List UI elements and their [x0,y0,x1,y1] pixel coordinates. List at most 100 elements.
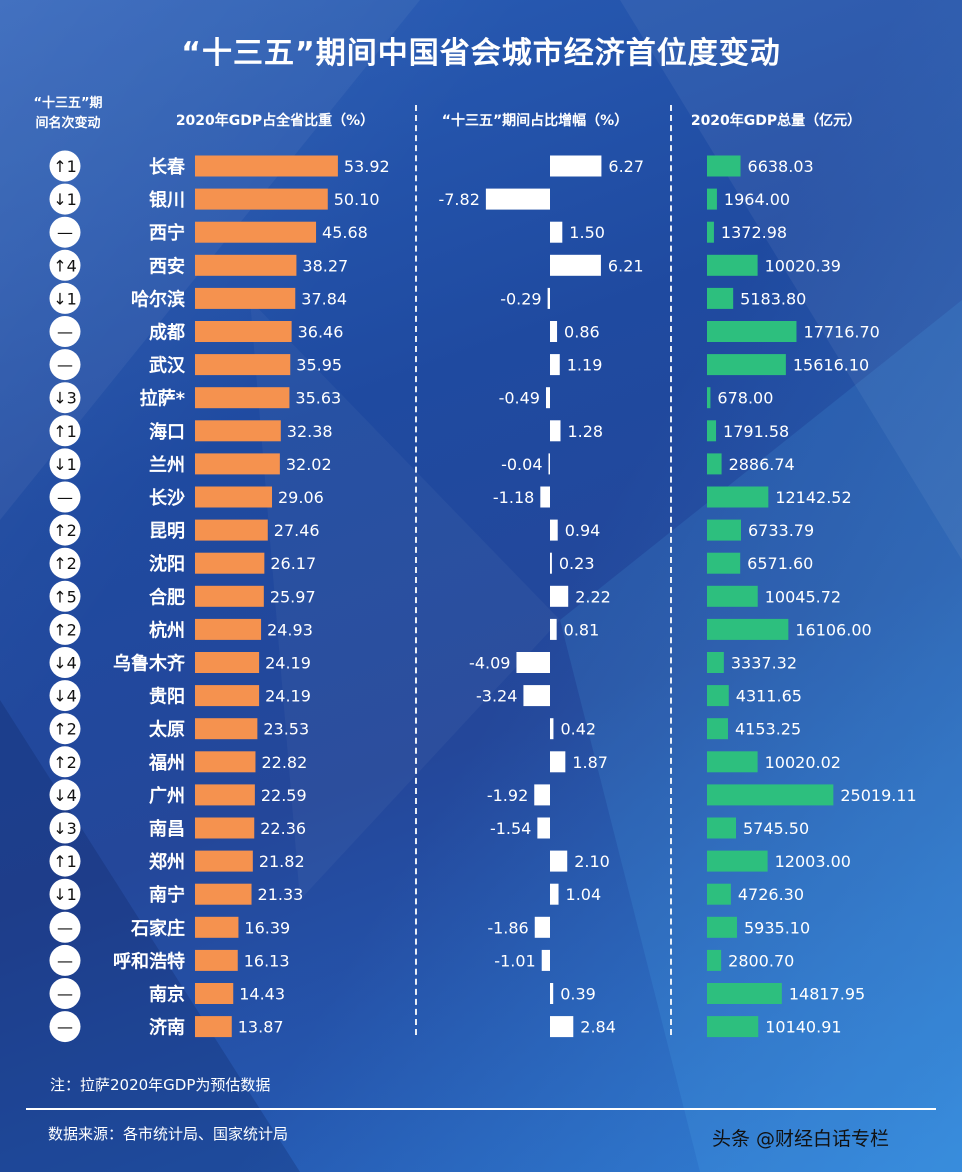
gdp-total-bar [707,420,717,442]
rank-change-label: ↑4 [53,256,77,275]
share-change-value: 1.50 [569,223,605,242]
gdp-total-value: 6571.60 [747,554,813,573]
gdp-share-value: 24.19 [265,654,311,673]
city-label: 南宁 [149,884,185,906]
gdp-total-value: 25019.11 [840,786,916,805]
share-change-bar [550,718,554,740]
share-change-bar [550,751,566,773]
gdp-share-value: 50.10 [334,190,380,209]
rank-badge [49,580,81,612]
gdp-share-bar [195,486,273,508]
gdp-share-bar [195,387,290,409]
gdp-total-value: 5935.10 [744,918,810,937]
gdp-total-value: 10045.72 [765,587,841,606]
city-label: 南昌 [149,818,185,840]
gdp-total-value: 16106.00 [795,620,871,639]
share-change-value: 0.23 [559,554,595,573]
gdp-total-bar [707,1016,759,1038]
gdp-total-bar [707,850,768,872]
rank-badge [49,911,81,943]
gdp-total-value: 678.00 [717,389,773,408]
gdp-total-value: 1964.00 [724,190,790,209]
share-change-value: -0.49 [499,389,540,408]
gdp-share-bar [195,850,253,872]
gdp-share-bar [195,585,264,607]
gdp-share-value: 21.33 [258,885,304,904]
gdp-total-bar [707,453,722,475]
rank-badge [49,812,81,844]
rank-badge [49,746,81,778]
rank-change-label: — [57,323,73,342]
rank-badge [49,448,81,480]
gdp-total-bar [707,188,717,210]
rank-change-label: — [57,223,73,242]
share-change-bar [534,784,550,806]
share-change-bar [537,817,550,839]
gdp-total-value: 10020.02 [765,753,841,772]
gdp-share-value: 24.19 [265,687,311,706]
rank-badge [49,613,81,645]
rank-badge [49,944,81,976]
rank-change-label: ↓1 [53,289,77,308]
gdp-share-value: 37.84 [301,289,347,308]
gdp-total-value: 4153.25 [735,720,801,739]
share-change-value: 0.86 [564,323,600,342]
share-change-value: 6.21 [608,256,644,275]
gdp-total-bar [707,321,797,342]
share-change-bar [550,221,563,243]
share-change-value: 2.84 [580,1018,616,1037]
gdp-share-value: 22.59 [261,786,307,805]
rank-change-label: ↑1 [53,852,77,871]
share-change-value: 2.22 [575,587,611,606]
chart-area: ↑1 长春 53.92 6.27 6638.03 ↓1 银川 50.10 -7.82 1964.0… [49,155,916,1039]
city-label: 杭州 [149,619,185,641]
share-change-bar [534,916,550,938]
gdp-share-value: 25.97 [270,587,316,606]
rank-badge [49,216,81,248]
share-change-bar [548,453,550,475]
rank-badge [49,680,81,712]
gdp-share-value: 22.82 [261,753,307,772]
rank-change-label: ↓4 [53,654,77,673]
share-change-value: 1.28 [567,422,603,441]
share-change-bar [550,585,569,607]
rank-badge [49,878,81,910]
gdp-total-value: 12003.00 [775,852,851,871]
gdp-total-bar [707,287,734,309]
gdp-share-bar [195,784,255,806]
share-change-bar [545,387,550,409]
city-label: 沈阳 [149,553,185,575]
share-change-value: 2.10 [574,852,610,871]
city-label: 济南 [149,1017,185,1039]
rank-badge [49,547,81,579]
rank-badge [49,382,81,414]
gdp-total-value: 15616.10 [793,356,869,375]
gdp-share-bar [195,983,234,1004]
gdp-share-value: 29.06 [278,488,324,507]
gdp-total-value: 17716.70 [803,323,879,342]
rank-change-label: ↑2 [53,554,77,573]
rank-change-label: — [57,1018,73,1037]
rank-change-label: ↓3 [53,819,77,838]
gdp-total-value: 14817.95 [789,985,865,1004]
gdp-total-value: 5745.50 [743,819,809,838]
gdp-share-bar [195,949,238,971]
rank-badge [49,713,81,745]
gdp-total-value: 2800.70 [728,951,794,970]
column-divider-right [670,105,672,1035]
gdp-share-value: 13.87 [238,1018,284,1037]
share-change-value: 1.19 [567,356,603,375]
rank-change-label: ↓3 [53,389,77,408]
gdp-share-bar [195,552,265,574]
rank-badge [49,249,81,281]
rank-change-label: ↓4 [53,786,77,805]
gdp-total-value: 10020.39 [765,256,841,275]
gdp-share-bar [195,287,296,309]
rank-badge [49,415,81,447]
gdp-share-bar [195,618,262,640]
gdp-share-value: 23.53 [263,720,309,739]
data-source: 数据来源：各市统计局、国家统计局 [48,1125,289,1143]
share-change-value: -0.04 [501,455,542,474]
gdp-share-value: 45.68 [322,223,368,242]
rank-change-label: — [57,488,73,507]
